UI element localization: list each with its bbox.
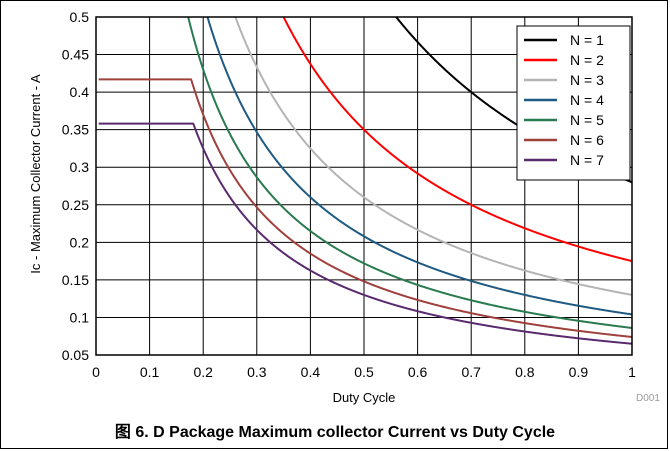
x-tick-label: 0.1 (140, 364, 160, 380)
legend-label: N = 5 (570, 112, 604, 128)
figure-caption: 图 6. D Package Maximum collector Current… (114, 424, 556, 441)
y-tick-label: 0.1 (70, 309, 90, 325)
legend-item: N = 5 (524, 112, 604, 128)
x-tick-label: 0.9 (569, 364, 589, 380)
y-tick-label: 0.4 (70, 84, 90, 100)
legend-item: N = 3 (524, 72, 604, 88)
legend-label: N = 6 (570, 132, 604, 148)
y-tick-label: 0.35 (62, 122, 89, 138)
y-tick-label: 0.2 (70, 234, 90, 250)
x-tick-label: 0.3 (247, 364, 267, 380)
series-line-n5 (187, 17, 632, 329)
legend-item: N = 4 (524, 92, 604, 108)
y-tick-label: 0.15 (62, 272, 89, 288)
legend-label: N = 2 (570, 52, 604, 68)
x-tick-label: 0.5 (354, 364, 374, 380)
legend: N = 1 N = 2 N = 3 N = 4 N = 5 N = 6 N = 7 (516, 25, 631, 181)
y-tick-label: 0.25 (62, 197, 89, 213)
legend-box (516, 25, 631, 181)
legend-item: N = 1 (524, 32, 604, 48)
series-line-n7 (98, 122, 632, 345)
legend-item: N = 7 (524, 152, 604, 168)
legend-item: N = 6 (524, 132, 604, 148)
figure-id-label: D001 (636, 393, 660, 404)
series-group (98, 17, 632, 345)
plot-area-border (95, 16, 633, 356)
series-line-n6 (98, 78, 632, 338)
x-tick-label: 0.6 (408, 364, 428, 380)
x-tick-label: 0.7 (461, 364, 481, 380)
x-tick-label: 1 (628, 364, 636, 380)
legend-label: N = 3 (570, 72, 604, 88)
x-tick-label: 0.8 (515, 364, 535, 380)
x-tick-label: 0.4 (301, 364, 321, 380)
y-tick-label: 0.45 (62, 47, 89, 63)
legend-label: N = 4 (570, 92, 604, 108)
x-tick-label: 0.2 (193, 364, 213, 380)
series-line-n4 (206, 17, 632, 316)
series-line-n3 (234, 17, 632, 296)
y-tick-label: 0.3 (70, 159, 90, 175)
y-tick-label: 0.05 (62, 347, 89, 363)
legend-label: N = 1 (570, 32, 604, 48)
legend-item: N = 2 (524, 52, 604, 68)
y-axis-title: Ic - Maximum Collector Current - A (28, 74, 43, 274)
legend-label: N = 7 (570, 152, 604, 168)
x-axis-title: Duty Cycle (333, 390, 396, 405)
x-tick-label: 0 (92, 364, 100, 380)
series-line-n2 (282, 17, 632, 263)
y-tick-label: 0.5 (70, 9, 90, 25)
